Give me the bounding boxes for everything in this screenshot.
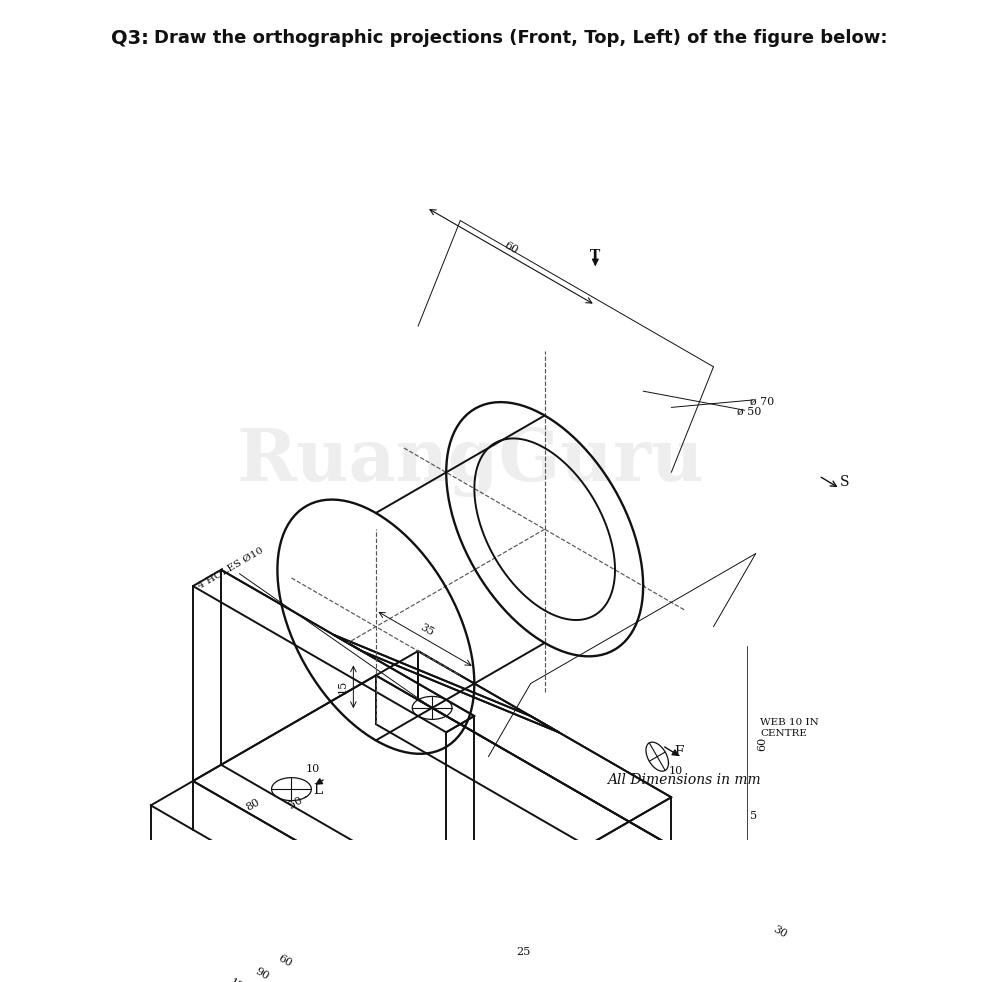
- Text: 60: 60: [503, 240, 520, 255]
- Text: 5: 5: [750, 811, 757, 821]
- Text: RuangGuru: RuangGuru: [236, 426, 705, 497]
- Text: F: F: [675, 745, 685, 759]
- Text: 35: 35: [418, 623, 435, 638]
- Text: 120: 120: [228, 977, 251, 982]
- Text: ø 70: ø 70: [750, 397, 774, 407]
- Text: 25: 25: [517, 947, 531, 956]
- Text: 90: 90: [253, 966, 271, 982]
- Text: 10: 10: [305, 764, 320, 774]
- Text: 30: 30: [772, 924, 789, 940]
- Text: WEB 10 IN
CENTRE: WEB 10 IN CENTRE: [760, 718, 819, 737]
- Text: 10: 10: [669, 766, 683, 776]
- Text: Draw the orthographic projections (Front, Top, Left) of the figure below:: Draw the orthographic projections (Front…: [153, 29, 887, 47]
- Text: 4 HOLES Ø10: 4 HOLES Ø10: [196, 545, 265, 590]
- Text: All Dimensions in mm: All Dimensions in mm: [608, 773, 761, 787]
- Text: ø 50: ø 50: [737, 407, 761, 417]
- Text: L: L: [313, 783, 322, 796]
- Text: T: T: [591, 249, 601, 263]
- Text: 60: 60: [276, 954, 293, 969]
- Text: Q3:: Q3:: [111, 29, 149, 48]
- Text: S: S: [840, 474, 849, 489]
- Text: 60: 60: [758, 736, 768, 751]
- Text: 15: 15: [338, 680, 348, 694]
- Text: 80: 80: [244, 796, 261, 812]
- Text: 50: 50: [286, 794, 304, 810]
